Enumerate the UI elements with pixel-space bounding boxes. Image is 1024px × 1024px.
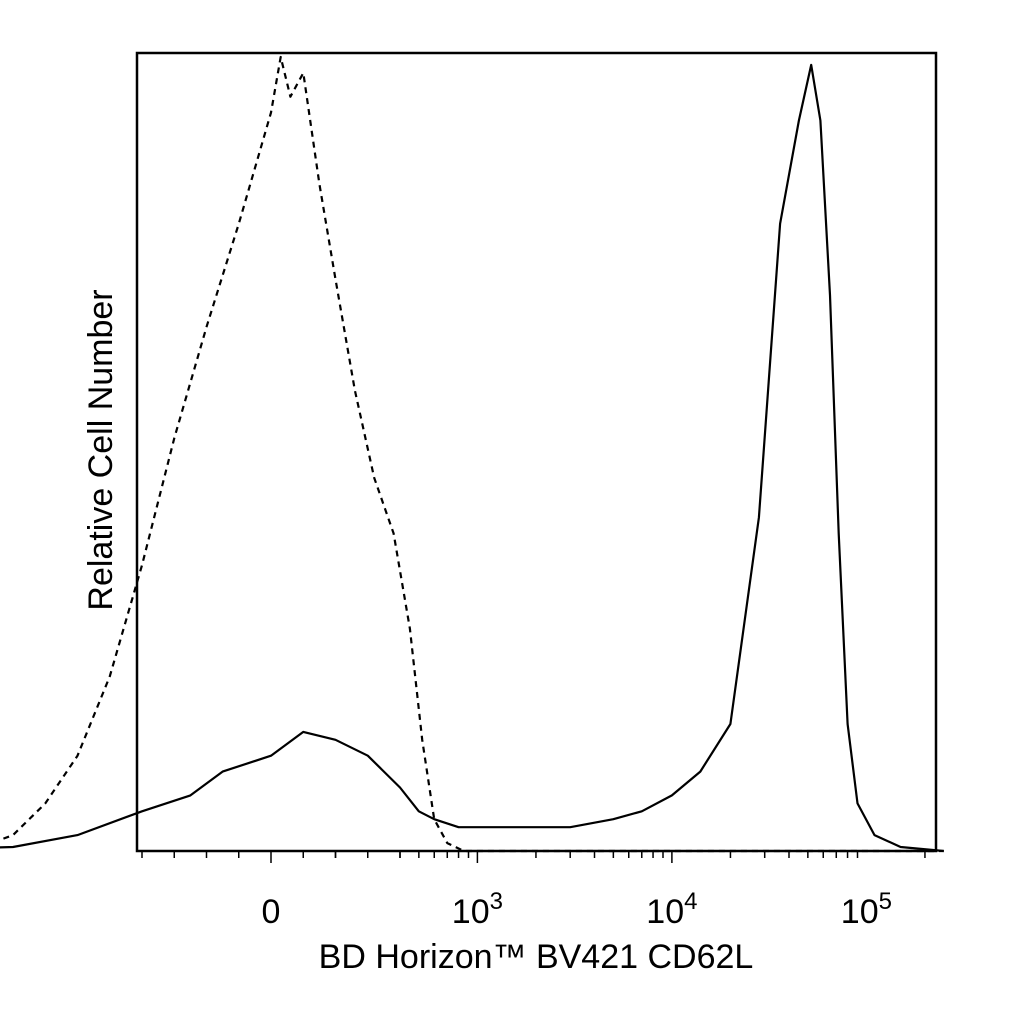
series-dashed-histogram xyxy=(0,55,944,853)
series-layer xyxy=(0,55,944,853)
x-tick-label: 105 xyxy=(841,888,892,931)
y-axis-title: Relative Cell Number xyxy=(82,289,120,610)
x-axis-title: BD Horizon™ BV421 CD62L xyxy=(319,938,754,976)
plot-frame xyxy=(135,51,938,853)
x-tick-label: 103 xyxy=(452,888,503,931)
x-tick-label: 104 xyxy=(646,888,697,931)
series-solid-histogram xyxy=(0,63,944,853)
x-axis-minor-ticks xyxy=(141,851,926,863)
x-axis-tick-labels: 0 103 104 105 xyxy=(262,888,892,931)
x-tick-label: 0 xyxy=(262,893,281,931)
